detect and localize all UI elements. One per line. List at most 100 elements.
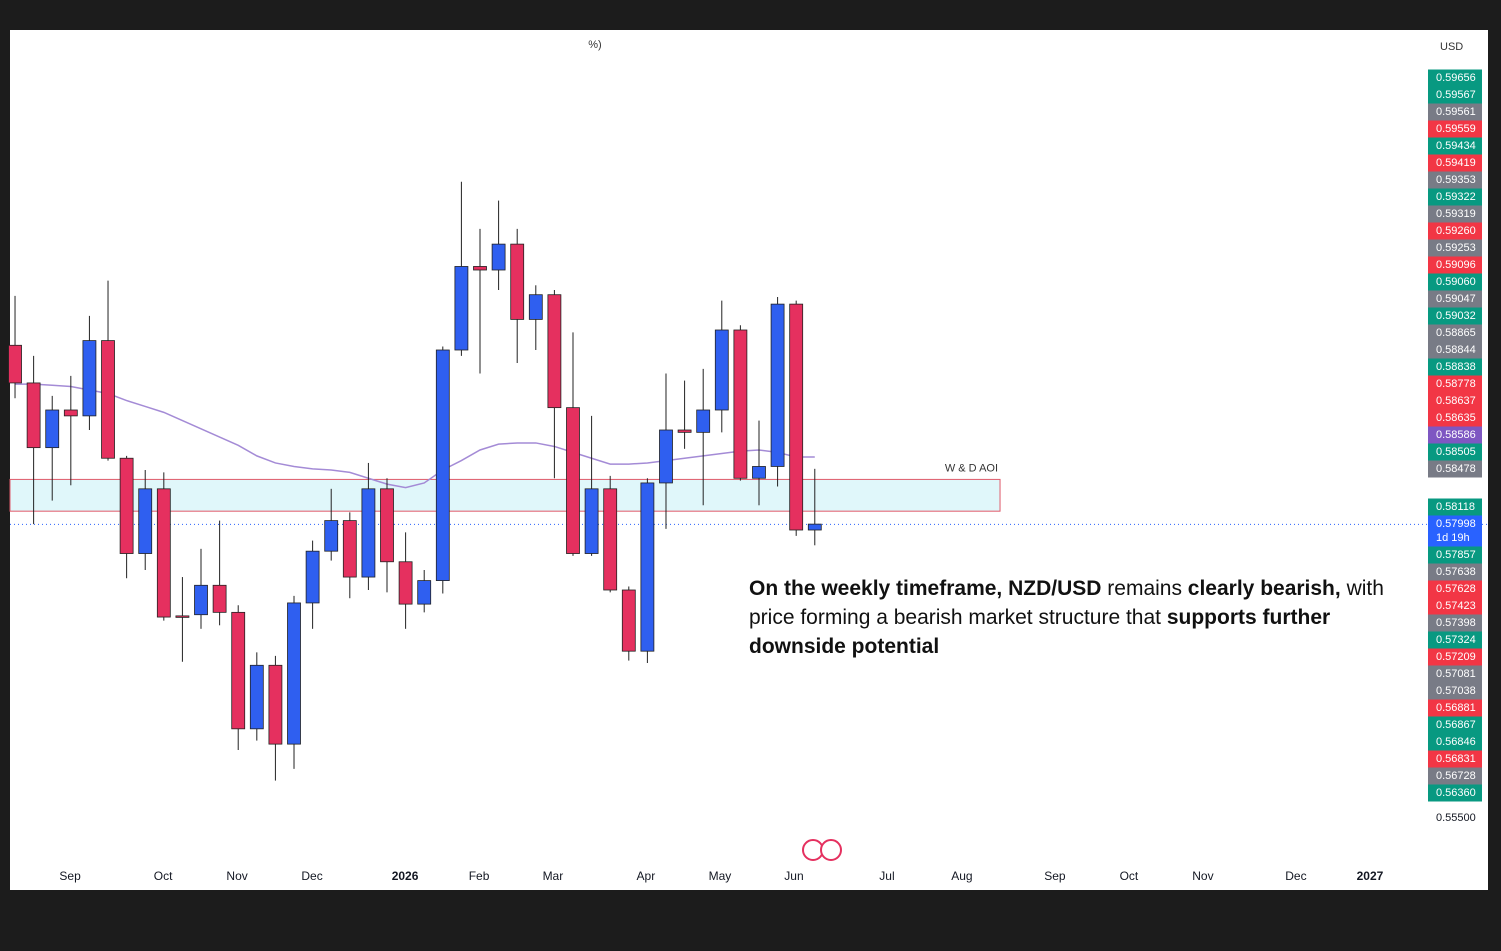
candle-body bbox=[342, 520, 357, 578]
price-label-box bbox=[1428, 86, 1482, 104]
candle bbox=[584, 415, 599, 556]
candle-body bbox=[287, 602, 301, 745]
price-label-box bbox=[1428, 188, 1482, 206]
x-tick-label: Sep bbox=[1044, 869, 1066, 883]
top-fragment: %) bbox=[588, 39, 601, 51]
candle bbox=[175, 577, 190, 662]
price-label-box bbox=[1428, 324, 1482, 342]
candle bbox=[510, 228, 525, 363]
candle-body bbox=[547, 294, 562, 409]
candle-body bbox=[119, 457, 134, 554]
price-label: 0.58778 bbox=[1436, 378, 1476, 390]
candle bbox=[231, 605, 246, 750]
price-label-box bbox=[1428, 307, 1482, 325]
price-label: 0.59561 bbox=[1436, 106, 1476, 118]
price-label-box bbox=[1428, 443, 1482, 461]
candle-body bbox=[807, 523, 822, 531]
candle bbox=[63, 375, 78, 486]
candle-body bbox=[566, 407, 580, 554]
price-label-box bbox=[1428, 498, 1482, 516]
candle bbox=[789, 300, 804, 536]
price-label: 0.59060 bbox=[1436, 276, 1476, 288]
price-label-box bbox=[1428, 784, 1482, 802]
candle-body bbox=[268, 664, 283, 745]
x-tick-label: Oct bbox=[154, 869, 173, 883]
candle bbox=[696, 368, 711, 506]
price-label-box bbox=[1428, 733, 1482, 751]
candle bbox=[807, 468, 822, 546]
x-tick-label: Oct bbox=[1120, 869, 1139, 883]
chart-background bbox=[10, 30, 1488, 890]
price-label: 0.57038 bbox=[1436, 685, 1476, 697]
price-label: 0.56831 bbox=[1436, 753, 1476, 765]
annotation: On the weekly timeframe, NZD/USD remains… bbox=[749, 574, 1399, 661]
candle-body bbox=[138, 488, 153, 554]
price-label: 0.58478 bbox=[1436, 463, 1476, 475]
candle bbox=[770, 297, 785, 487]
x-tick-label: Jun bbox=[784, 869, 803, 883]
price-label: 0.59559 bbox=[1436, 123, 1476, 135]
moving-average bbox=[15, 383, 815, 489]
price-label: 0.57081 bbox=[1436, 668, 1476, 680]
price-label-box bbox=[1428, 120, 1482, 138]
price-label: 0.57857 bbox=[1436, 549, 1476, 561]
candle-body bbox=[454, 266, 469, 351]
price-label: 0.59032 bbox=[1436, 310, 1476, 322]
candle bbox=[659, 373, 673, 529]
price-label: 0.58586 bbox=[1436, 429, 1476, 441]
y-tick-label: 0.55500 bbox=[1436, 812, 1476, 824]
x-tick-label: Jul bbox=[879, 869, 894, 883]
price-label-box bbox=[1428, 546, 1482, 564]
flag-icons bbox=[802, 839, 842, 861]
price-label: 0.56881 bbox=[1436, 702, 1476, 714]
price-label-box bbox=[1428, 580, 1482, 598]
x-tick-label: May bbox=[709, 869, 732, 883]
candle bbox=[621, 586, 636, 661]
candle-body bbox=[82, 340, 97, 417]
candle-body bbox=[752, 466, 766, 479]
price-label: 0.59253 bbox=[1436, 242, 1476, 254]
price-label-box bbox=[1428, 614, 1482, 632]
price-label: 0.58505 bbox=[1436, 446, 1476, 458]
candle-body bbox=[305, 550, 320, 604]
price-label-box bbox=[1428, 597, 1482, 615]
price-label-box bbox=[1428, 716, 1482, 734]
candle bbox=[82, 315, 97, 430]
price-label: 0.59322 bbox=[1436, 191, 1476, 203]
candle-body bbox=[101, 340, 115, 459]
candle-body bbox=[603, 488, 618, 591]
candle bbox=[324, 488, 339, 561]
candle bbox=[417, 570, 432, 613]
price-label-box bbox=[1428, 426, 1482, 444]
price-label: 0.59353 bbox=[1436, 174, 1476, 186]
candle bbox=[138, 470, 153, 570]
candle bbox=[733, 325, 748, 481]
x-tick-label: Sep bbox=[59, 869, 81, 883]
candle bbox=[268, 655, 283, 781]
price-label-box bbox=[1428, 137, 1482, 155]
candle bbox=[491, 200, 506, 290]
price-label-box bbox=[1428, 358, 1482, 376]
annotation-text: with price forming a bearish market stru… bbox=[749, 577, 1384, 629]
price-label-box bbox=[1428, 563, 1482, 581]
candle-body bbox=[528, 294, 543, 320]
currency-label: USD bbox=[1440, 41, 1463, 53]
candle bbox=[528, 285, 543, 350]
price-label-box bbox=[1428, 103, 1482, 121]
candle bbox=[547, 290, 562, 479]
price-label: 0.59656 bbox=[1436, 72, 1476, 84]
candle bbox=[603, 475, 618, 593]
price-label: 0.58118 bbox=[1436, 501, 1475, 513]
price-label-box bbox=[1428, 460, 1482, 478]
candle-body bbox=[491, 243, 506, 271]
candle-body bbox=[621, 589, 636, 652]
candle-body bbox=[249, 664, 264, 730]
candle bbox=[342, 512, 357, 599]
price-label-box bbox=[1428, 409, 1482, 427]
price-label-box bbox=[1428, 699, 1482, 717]
price-label: 0.58637 bbox=[1436, 395, 1476, 407]
x-tick-label: Nov bbox=[1192, 869, 1213, 883]
price-label-box bbox=[1428, 273, 1482, 291]
candle-body bbox=[194, 584, 208, 616]
x-tick-label: Mar bbox=[543, 869, 564, 883]
